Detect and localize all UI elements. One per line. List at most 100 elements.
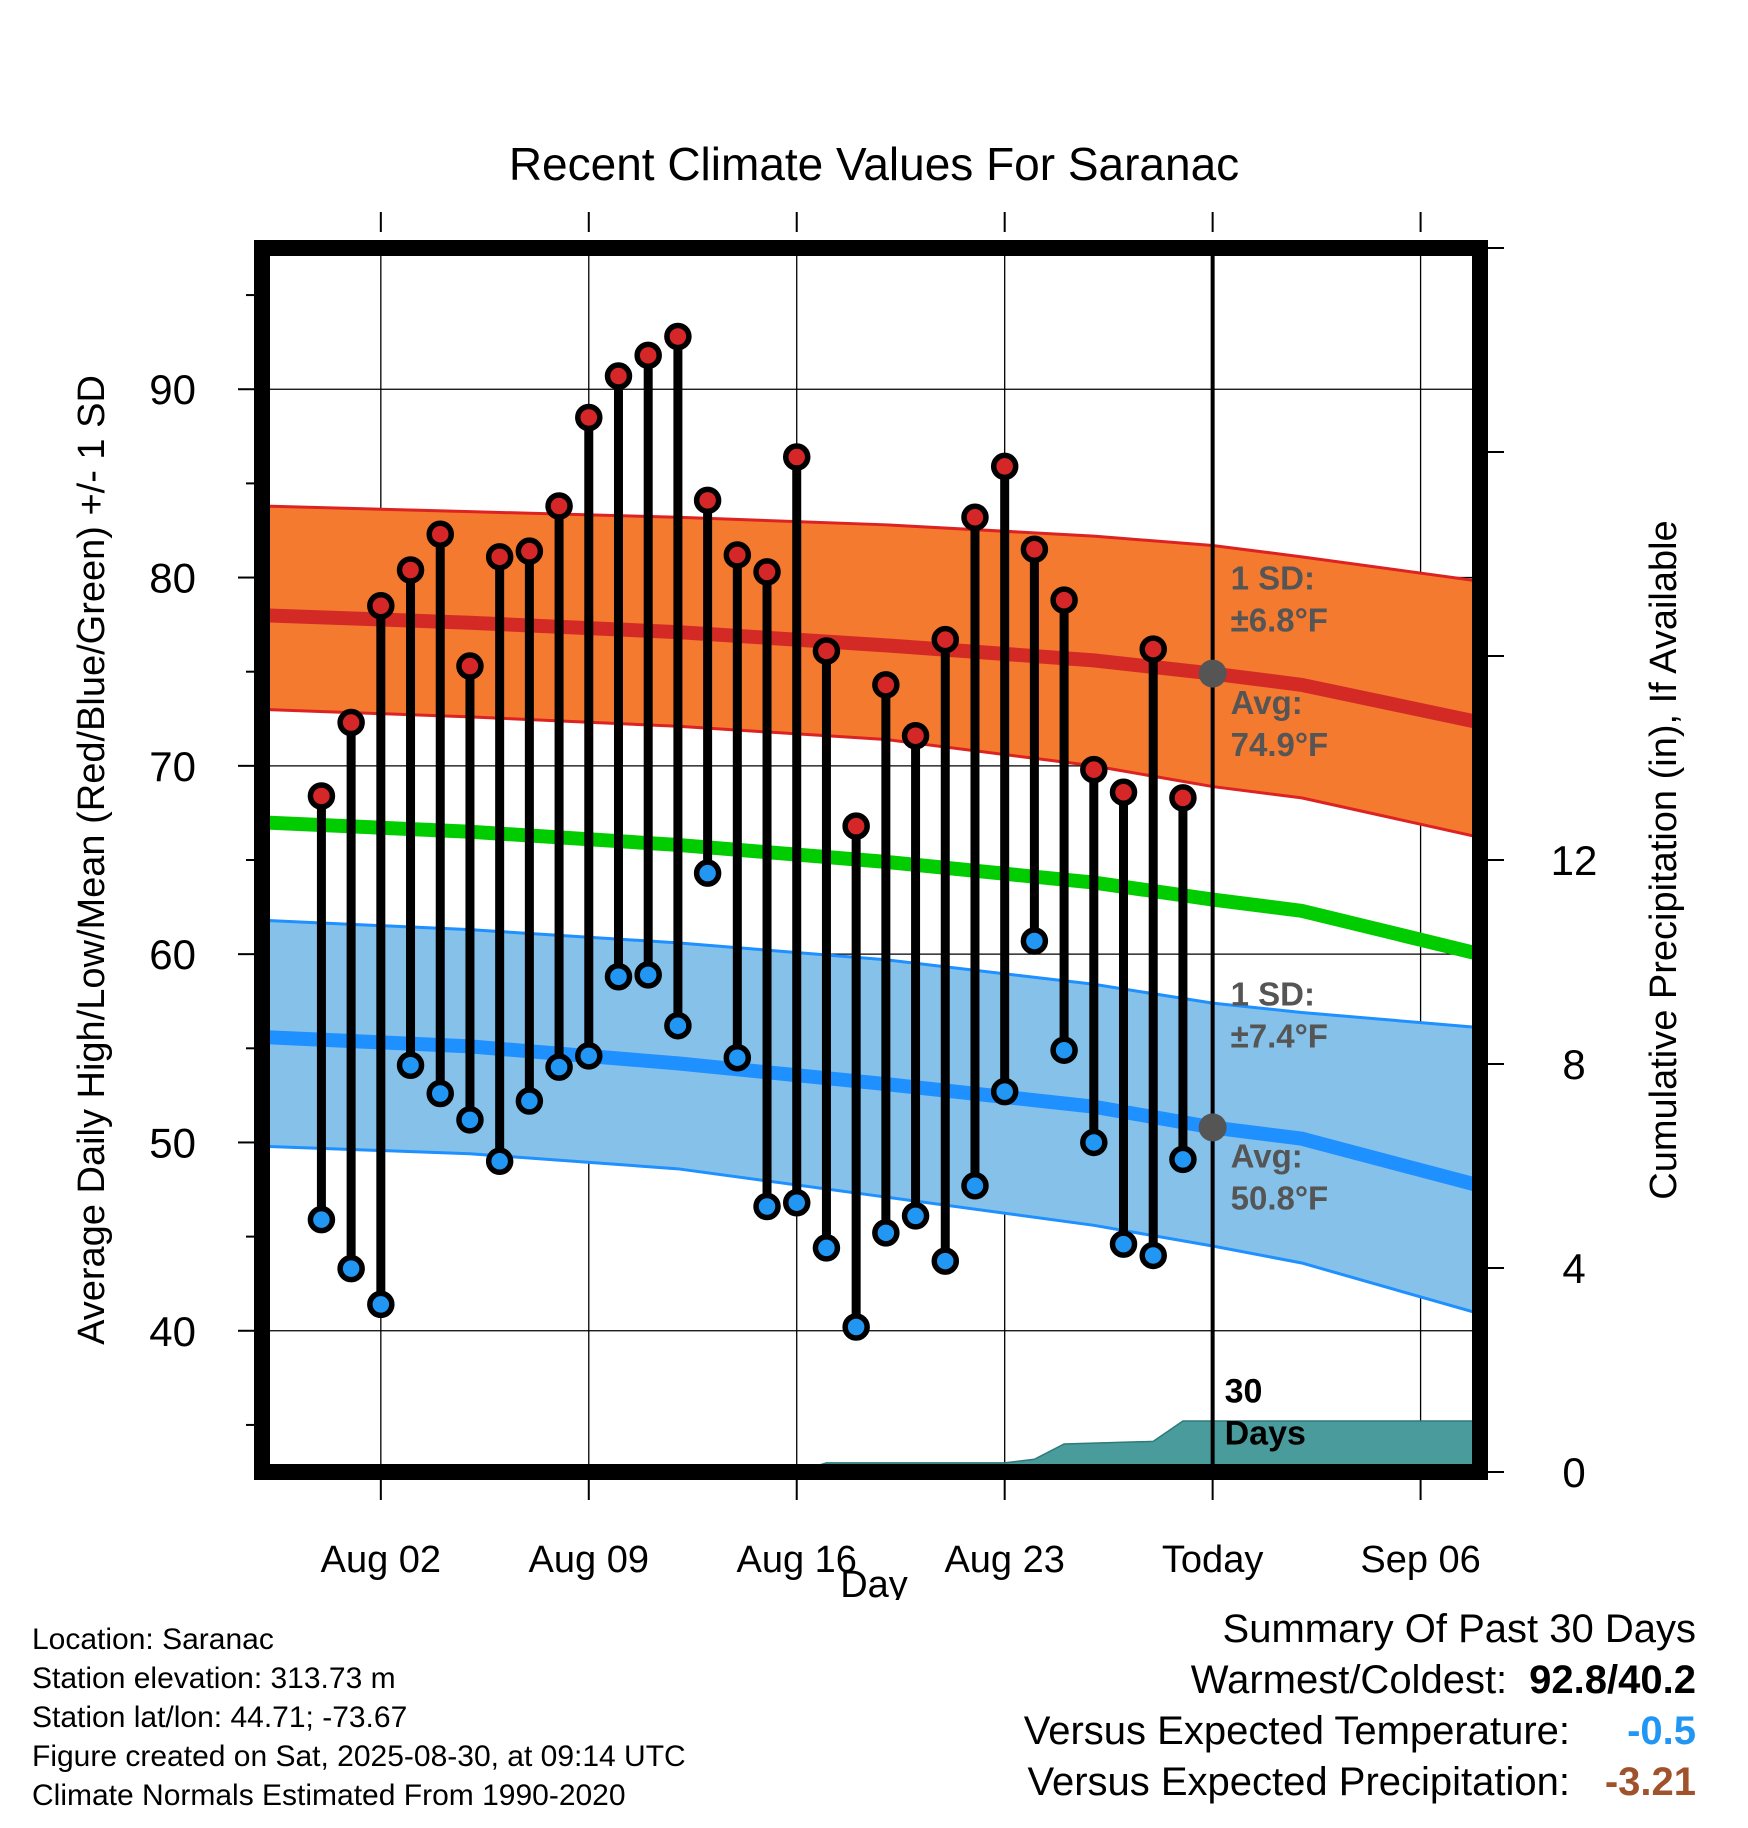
latlon-text: Station lat/lon: 44.71; -73.67 xyxy=(32,1701,408,1734)
daily-low-point xyxy=(901,1202,930,1230)
high-sd-band xyxy=(262,505,1480,838)
daily-high-point xyxy=(812,637,841,665)
daily-low-point xyxy=(1139,1241,1167,1270)
daily-low-point xyxy=(872,1219,900,1247)
daily-high-point xyxy=(1169,784,1197,812)
low-sd-band xyxy=(262,920,1480,1314)
daily-low-point xyxy=(1050,1036,1078,1064)
climate-chart: Recent Climate Values For Saranac 1 SD: ±… xyxy=(71,138,1685,1600)
high-normal-line xyxy=(262,608,1480,730)
daily-low-point xyxy=(842,1313,870,1341)
daily-high-point xyxy=(1139,635,1167,663)
daily-high-point xyxy=(664,322,692,351)
y2-tick-label: 12 xyxy=(1551,837,1598,884)
daily-low-point xyxy=(782,1188,811,1217)
daily-low-point xyxy=(337,1254,365,1283)
high-sd-label: 1 SD: ±6.8°F xyxy=(1231,560,1328,639)
high-sd-band-upper-edge xyxy=(262,504,1480,583)
daily-low-point xyxy=(990,1077,1019,1106)
low-sd-band-upper-edge xyxy=(262,918,1480,1030)
daily-low-point xyxy=(931,1247,960,1275)
today-low-avg-marker xyxy=(1198,1113,1227,1142)
plot-frame xyxy=(254,240,1488,1480)
y2-tick-label: 8 xyxy=(1562,1041,1585,1088)
daily-high-point xyxy=(842,812,870,840)
y-tick-label: 70 xyxy=(149,743,196,790)
warmest-coldest-label: Warmest/Coldest: xyxy=(1190,1658,1508,1702)
daily-high-point xyxy=(723,541,752,569)
x-tick-label: Aug 09 xyxy=(529,1539,649,1581)
daily-high-point xyxy=(604,362,633,390)
daily-high-point xyxy=(782,443,811,471)
daily-low-point xyxy=(426,1079,454,1108)
daily-high-point xyxy=(307,782,336,810)
daily-high-point xyxy=(485,543,514,571)
daily-high-point xyxy=(693,486,722,515)
high-avg-label: Avg: 74.9°F xyxy=(1231,684,1329,763)
x-tick-label: Aug 02 xyxy=(321,1539,441,1581)
daily-low-point xyxy=(545,1053,573,1081)
daily-low-point xyxy=(604,963,633,991)
low-sd-label: 1 SD: ±7.4°F xyxy=(1231,976,1328,1055)
daily-high-point xyxy=(872,671,900,699)
daily-high-point xyxy=(634,341,662,370)
daily-high-point xyxy=(901,721,930,750)
x-tick-label: Aug 23 xyxy=(944,1539,1064,1581)
daily-low-point xyxy=(753,1192,781,1221)
daily-high-point xyxy=(575,403,603,432)
daily-high-point xyxy=(931,625,960,654)
low-normal-line xyxy=(262,1030,1480,1193)
daily-high-point xyxy=(367,592,395,620)
plot-data-group xyxy=(262,248,1480,1472)
daily-low-point xyxy=(307,1205,336,1234)
daily-high-point xyxy=(1109,778,1138,806)
daily-low-point xyxy=(961,1172,989,1200)
x-tick-label: Today xyxy=(1162,1539,1263,1581)
daily-low-point xyxy=(1169,1145,1197,1174)
precip-anomaly-row: Versus Expected Precipitation: -3.21 xyxy=(1024,1757,1696,1808)
x-axis-label: Day xyxy=(840,1564,908,1600)
summary-title: Summary Of Past 30 Days xyxy=(1222,1607,1696,1651)
elevation-text: Station elevation: 313.73 m xyxy=(32,1662,396,1695)
y2-tick-label: 4 xyxy=(1562,1245,1585,1292)
temp-anomaly-value: -0.5 xyxy=(1627,1709,1696,1753)
temp-anomaly-label: Versus Expected Temperature: xyxy=(1023,1709,1570,1753)
temp-anomaly-row: Versus Expected Temperature: -0.5 xyxy=(1024,1706,1696,1757)
low-avg-label: Avg: 50.8°F xyxy=(1231,1138,1329,1217)
summary-panel: Summary Of Past 30 Days Warmest/Coldest:… xyxy=(1024,1604,1696,1808)
y-tick-label: 60 xyxy=(149,931,196,978)
precip-anomaly-label: Versus Expected Precipitation: xyxy=(1027,1760,1570,1804)
high-sd-band-lower-edge xyxy=(262,707,1480,839)
warmest-coldest-value: 92.8/40.2 xyxy=(1529,1658,1696,1702)
created-text: Figure created on Sat, 2025-08-30, at 09… xyxy=(32,1740,686,1773)
daily-high-point xyxy=(426,520,454,548)
y2-tick-label: 0 xyxy=(1562,1449,1585,1496)
y-tick-label: 40 xyxy=(149,1308,196,1355)
y-tick-label: 50 xyxy=(149,1119,196,1166)
daily-high-point xyxy=(1050,586,1078,614)
y2-axis-label: Cumulative Precipitation (in), If Availa… xyxy=(1643,520,1685,1199)
daily-high-point xyxy=(753,558,781,586)
daily-low-point xyxy=(1109,1230,1138,1258)
window-label: 30 Days xyxy=(1225,1372,1306,1452)
x-tick-label: Aug 16 xyxy=(737,1539,857,1581)
daily-high-point xyxy=(545,492,573,520)
daily-low-point xyxy=(456,1106,484,1134)
daily-high-point xyxy=(961,503,989,532)
y-tick-label: 80 xyxy=(149,555,196,602)
daily-high-point xyxy=(515,537,544,565)
location-text: Location: Saranac xyxy=(32,1623,274,1656)
station-info: Location: Saranac Station elevation: 313… xyxy=(32,1620,686,1815)
daily-high-point xyxy=(1020,535,1049,564)
today-high-avg-marker xyxy=(1198,659,1227,688)
daily-high-point xyxy=(337,708,365,737)
mean-normal-line xyxy=(262,815,1480,961)
daily-low-point xyxy=(1080,1128,1108,1157)
precip-anomaly-value: -3.21 xyxy=(1604,1760,1696,1804)
daily-low-point xyxy=(367,1290,395,1319)
daily-low-point xyxy=(396,1051,425,1080)
daily-low-point xyxy=(812,1234,841,1262)
x-tick-label: Sep 06 xyxy=(1360,1539,1480,1581)
chart-title: Recent Climate Values For Saranac xyxy=(509,138,1239,190)
daily-low-point xyxy=(664,1011,692,1040)
